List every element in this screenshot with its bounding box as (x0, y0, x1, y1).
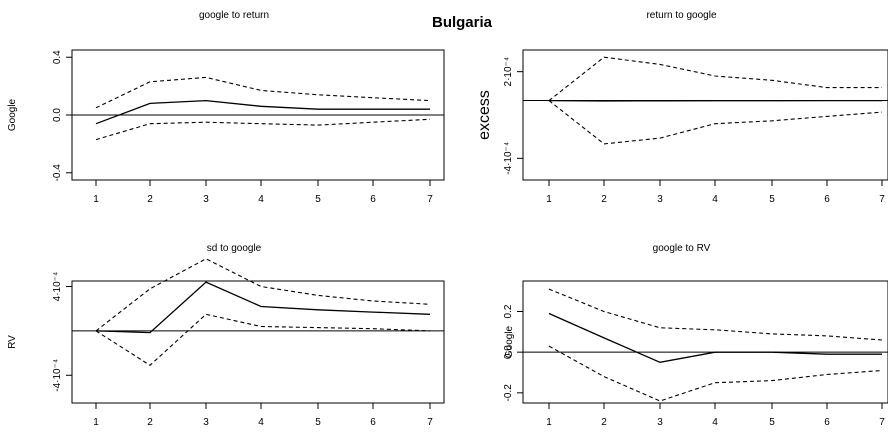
x-tick-label: 3 (203, 417, 209, 428)
x-tick-label: 1 (546, 417, 552, 428)
x-tick-label: 5 (769, 194, 775, 205)
x-tick-label: 2 (147, 194, 153, 205)
x-tick-label: 4 (258, 194, 264, 205)
x-tick-label: 7 (427, 194, 433, 205)
panel-title: sd to google (207, 243, 262, 254)
series-irf-line (95, 281, 431, 334)
plot-frame (522, 49, 888, 181)
x-tick-label: 7 (427, 417, 433, 428)
series-lower-line (95, 313, 431, 366)
series-irf-line (95, 99, 430, 125)
x-tick-label: 7 (879, 417, 885, 428)
x-tick-label: 5 (315, 194, 321, 205)
x-tick-label: 4 (258, 417, 264, 428)
series-lower-line (548, 345, 883, 402)
y-tick-label: -4·10⁻⁴ (503, 142, 514, 175)
x-tick-label: 3 (657, 417, 663, 428)
x-tick-label: 4 (712, 194, 718, 205)
series-upper-line (95, 76, 431, 109)
x-tick-label: 2 (601, 417, 607, 428)
x-tick-label: 6 (824, 194, 830, 205)
y-tick-label: -0.4 (52, 164, 63, 182)
series-irf-line (548, 312, 882, 363)
x-tick-label: 3 (203, 194, 209, 205)
panel-google-to-rv: google to RV Google 1 2 3 4 5 6 7 0.2 0.0 -0.2 (503, 243, 888, 428)
y-tick-label: -0.2 (503, 384, 514, 402)
y-tick-label: -4·10⁻⁴ (52, 359, 63, 392)
y-axis-label: Google (7, 98, 18, 131)
y-tick-label: 2·10⁻⁴ (503, 57, 514, 87)
y-tick-label: 0.4 (52, 50, 63, 64)
panel-title: google to RV (653, 243, 711, 254)
series-upper-line (95, 258, 431, 332)
x-tick-label: 5 (769, 417, 775, 428)
y-tick-label: 4·10⁻⁴ (52, 272, 63, 302)
series-upper-line (548, 56, 882, 102)
panel-return-to-google: return to google excess 1 2 3 4 5 6 7 2·10⁻⁴ -4·10… (476, 10, 888, 205)
x-tick-label: 4 (712, 417, 718, 428)
plot-frame (522, 280, 888, 404)
plot-frame (71, 280, 445, 404)
x-tick-label: 1 (93, 417, 99, 428)
panel-title: return to google (646, 10, 716, 21)
x-tick-label: 1 (546, 194, 552, 205)
series-upper-line (548, 288, 883, 341)
x-tick-label: 2 (601, 194, 607, 205)
figure-title: Bulgaria (432, 14, 493, 31)
x-tick-label: 5 (315, 417, 321, 428)
series-lower-line (95, 118, 431, 141)
x-tick-label: 7 (879, 194, 885, 205)
x-tick-label: 1 (93, 194, 99, 205)
y-axis-label: Google (504, 325, 515, 358)
x-tick-label: 2 (147, 417, 153, 428)
y-tick-label: 0.0 (503, 345, 514, 359)
panel-sd-to-google: sd to google RV 1 2 3 4 5 6 7 4·10⁻⁴ -4·10⁻⁴ (7, 243, 445, 428)
y-axis-label: RV (7, 335, 18, 349)
y-tick-label: 0.0 (52, 108, 63, 122)
series-lower-line (548, 100, 883, 145)
x-tick-label: 3 (657, 194, 663, 205)
x-tick-label: 6 (824, 417, 830, 428)
x-tick-label: 6 (370, 417, 376, 428)
panel-title: google to return (199, 10, 269, 21)
y-axis-label: excess (476, 90, 493, 140)
y-tick-label: 0.2 (503, 304, 514, 318)
panel-google-to-return: google to return Google 1 2 3 4 5 6 7 0.4 0.0 -0.4 (7, 10, 445, 205)
x-tick-label: 6 (370, 194, 376, 205)
